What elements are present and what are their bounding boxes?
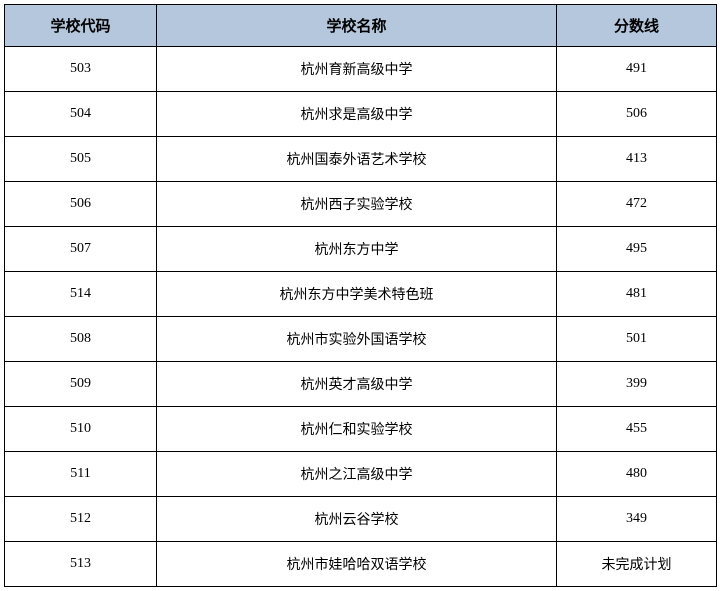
cell-score: 455 (557, 407, 717, 452)
cell-code: 505 (5, 137, 157, 182)
school-score-table: 学校代码 学校名称 分数线 503 杭州育新高级中学 491 504 杭州求是高… (4, 4, 717, 587)
cell-code: 512 (5, 497, 157, 542)
cell-name: 杭州市实验外国语学校 (157, 317, 557, 362)
header-score: 分数线 (557, 5, 717, 47)
cell-score: 491 (557, 47, 717, 92)
cell-score: 481 (557, 272, 717, 317)
table-row: 511 杭州之江高级中学 480 (5, 452, 717, 497)
header-code: 学校代码 (5, 5, 157, 47)
cell-code: 504 (5, 92, 157, 137)
cell-name: 杭州仁和实验学校 (157, 407, 557, 452)
table-row: 505 杭州国泰外语艺术学校 413 (5, 137, 717, 182)
cell-score: 501 (557, 317, 717, 362)
cell-score: 未完成计划 (557, 542, 717, 587)
table-row: 509 杭州英才高级中学 399 (5, 362, 717, 407)
cell-code: 507 (5, 227, 157, 272)
cell-score: 506 (557, 92, 717, 137)
cell-score: 349 (557, 497, 717, 542)
cell-code: 503 (5, 47, 157, 92)
cell-name: 杭州育新高级中学 (157, 47, 557, 92)
cell-name: 杭州国泰外语艺术学校 (157, 137, 557, 182)
header-name: 学校名称 (157, 5, 557, 47)
cell-score: 480 (557, 452, 717, 497)
cell-score: 495 (557, 227, 717, 272)
cell-name: 杭州东方中学美术特色班 (157, 272, 557, 317)
table-row: 503 杭州育新高级中学 491 (5, 47, 717, 92)
table-body: 503 杭州育新高级中学 491 504 杭州求是高级中学 506 505 杭州… (5, 47, 717, 587)
table-row: 514 杭州东方中学美术特色班 481 (5, 272, 717, 317)
table-row: 504 杭州求是高级中学 506 (5, 92, 717, 137)
table-row: 510 杭州仁和实验学校 455 (5, 407, 717, 452)
cell-name: 杭州西子实验学校 (157, 182, 557, 227)
cell-code: 510 (5, 407, 157, 452)
cell-name: 杭州市娃哈哈双语学校 (157, 542, 557, 587)
cell-name: 杭州求是高级中学 (157, 92, 557, 137)
table-row: 513 杭州市娃哈哈双语学校 未完成计划 (5, 542, 717, 587)
cell-code: 513 (5, 542, 157, 587)
cell-name: 杭州之江高级中学 (157, 452, 557, 497)
cell-name: 杭州东方中学 (157, 227, 557, 272)
cell-code: 506 (5, 182, 157, 227)
cell-code: 509 (5, 362, 157, 407)
table-row: 508 杭州市实验外国语学校 501 (5, 317, 717, 362)
cell-code: 508 (5, 317, 157, 362)
table-row: 506 杭州西子实验学校 472 (5, 182, 717, 227)
cell-score: 399 (557, 362, 717, 407)
cell-code: 514 (5, 272, 157, 317)
table-row: 507 杭州东方中学 495 (5, 227, 717, 272)
cell-name: 杭州云谷学校 (157, 497, 557, 542)
table-header-row: 学校代码 学校名称 分数线 (5, 5, 717, 47)
table-row: 512 杭州云谷学校 349 (5, 497, 717, 542)
cell-code: 511 (5, 452, 157, 497)
cell-name: 杭州英才高级中学 (157, 362, 557, 407)
cell-score: 472 (557, 182, 717, 227)
cell-score: 413 (557, 137, 717, 182)
